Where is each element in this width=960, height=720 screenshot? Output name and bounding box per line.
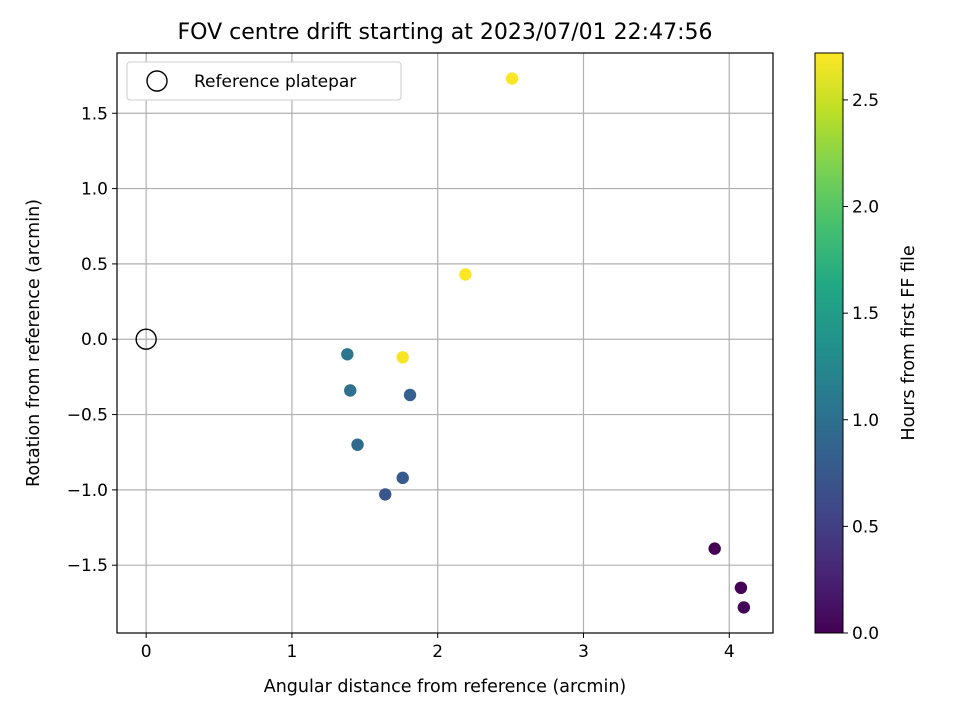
y-ticks: −1.5 −1.0 −0.5 0.0 0.5 1.0 1.5 <box>67 104 117 576</box>
x-ticks: 0 1 2 3 4 <box>141 633 735 662</box>
chart-title: FOV centre drift starting at 2023/07/01 … <box>178 20 713 45</box>
data-point <box>734 581 748 595</box>
data-point <box>737 601 751 614</box>
colorbar-tick-label: 1.5 <box>852 304 879 324</box>
data-points <box>135 72 751 614</box>
legend-entry-label: Reference platepar <box>194 72 356 92</box>
y-tick-label: 1.0 <box>81 180 108 200</box>
data-point <box>708 542 721 555</box>
colorbar-label: Hours from first FF file <box>899 245 919 440</box>
data-point <box>341 348 354 361</box>
data-point <box>505 72 519 85</box>
x-tick-label: 4 <box>724 642 735 662</box>
y-tick-label: 0.5 <box>81 255 108 275</box>
legend: Reference platepar <box>126 61 402 101</box>
data-point <box>403 388 417 402</box>
y-tick-label: 1.5 <box>81 104 108 124</box>
x-tick-label: 1 <box>287 642 298 662</box>
x-tick-label: 2 <box>432 642 443 662</box>
colorbar-tick-label: 1.0 <box>852 411 879 431</box>
x-axis-label: Angular distance from reference (arcmin) <box>264 677 627 697</box>
data-point <box>351 438 364 451</box>
y-tick-label: −1.0 <box>67 481 108 501</box>
colorbar-ticks: 0.0 0.5 1.0 1.5 2.0 2.5 <box>843 91 879 644</box>
legend-reference-marker <box>146 70 168 92</box>
plot-frame <box>116 52 774 634</box>
x-tick-label: 3 <box>578 642 589 662</box>
colorbar-tick-label: 0.0 <box>852 624 879 644</box>
data-point <box>396 351 409 364</box>
colorbar-tick-label: 0.5 <box>852 517 879 537</box>
y-tick-label: 0.0 <box>81 330 108 350</box>
y-axis-label: Rotation from reference (arcmin) <box>24 199 44 487</box>
reference-point <box>135 328 157 350</box>
data-point <box>459 268 472 281</box>
x-tick-label: 0 <box>141 642 152 662</box>
data-point <box>396 471 409 485</box>
colorbar-tick-label: 2.0 <box>852 198 879 218</box>
data-point <box>344 384 357 397</box>
data-point <box>379 488 392 501</box>
grid <box>117 53 773 633</box>
colorbar-gradient <box>814 52 844 634</box>
colorbar: 0.0 0.5 1.0 1.5 2.0 2.5 Hours from first FF f… <box>814 52 919 644</box>
y-tick-label: −0.5 <box>67 406 108 426</box>
colorbar-tick-label: 2.5 <box>852 91 879 111</box>
legend-box <box>126 61 402 101</box>
y-tick-label: −1.5 <box>67 556 108 576</box>
